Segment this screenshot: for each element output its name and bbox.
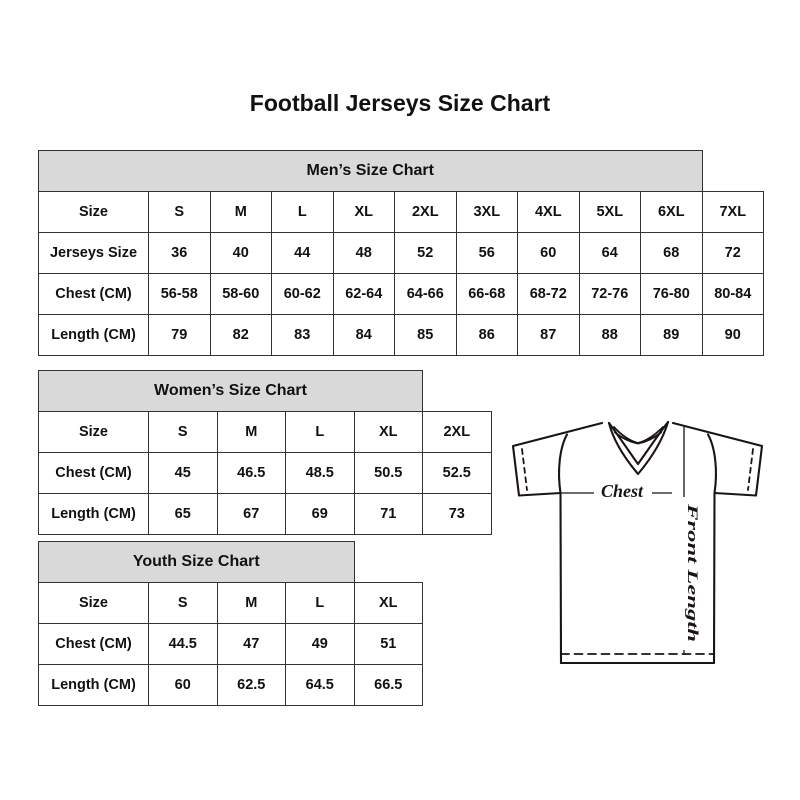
svg-text:Front Length: Front Length [684, 502, 700, 642]
svg-text:Chest: Chest [601, 481, 644, 501]
